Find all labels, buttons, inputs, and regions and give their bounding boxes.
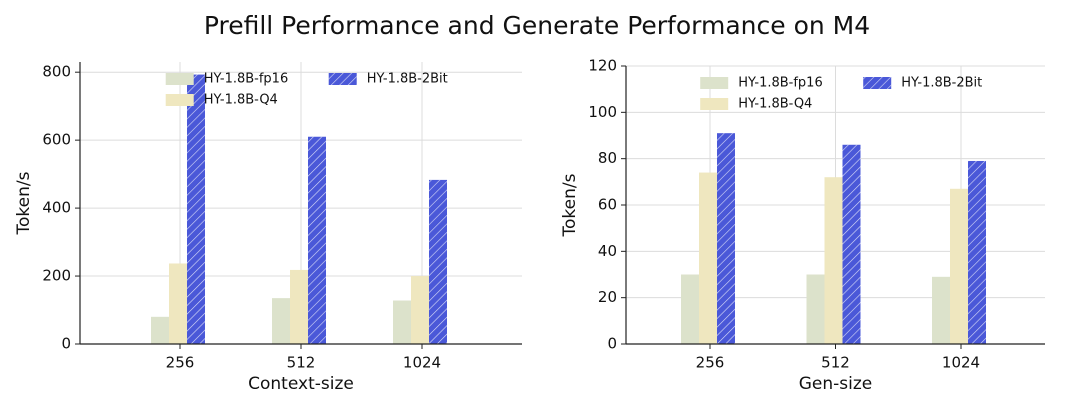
bar-hatch xyxy=(308,136,326,344)
y-tick-label: 100 xyxy=(588,103,617,121)
y-tick-label: 600 xyxy=(42,131,71,149)
x-tick-label: 1024 xyxy=(942,354,980,372)
y-tick-label: 200 xyxy=(42,267,71,285)
legend-label: HY-1.8B-Q4 xyxy=(738,97,812,112)
legend-label: HY-1.8B-Q4 xyxy=(204,93,278,108)
figure-title: Prefill Performance and Generate Perform… xyxy=(204,11,870,40)
legend-swatch xyxy=(700,77,729,89)
bar xyxy=(932,276,950,344)
legend-swatch xyxy=(165,73,194,85)
y-tick-label: 0 xyxy=(61,335,71,353)
legend-swatch xyxy=(165,94,194,106)
x-tick-label: 1024 xyxy=(403,354,441,372)
bar xyxy=(681,274,699,344)
bar xyxy=(272,298,290,344)
bar xyxy=(169,263,187,344)
y-axis-label: Token/s xyxy=(14,171,34,235)
x-axis-label: Context-size xyxy=(248,374,354,394)
bar xyxy=(411,276,429,344)
y-tick-label: 20 xyxy=(598,288,617,306)
legend-label: HY-1.8B-2Bit xyxy=(901,76,982,91)
y-tick-label: 80 xyxy=(598,149,617,167)
legend-label: HY-1.8B-fp16 xyxy=(204,72,289,87)
bar xyxy=(824,177,843,344)
bar-hatch xyxy=(968,160,986,344)
y-tick-label: 400 xyxy=(42,199,71,217)
bar xyxy=(151,316,169,344)
bar-hatch xyxy=(842,144,861,344)
legend-label: HY-1.8B-2Bit xyxy=(367,72,448,87)
legend-swatch-hatch xyxy=(328,73,357,85)
y-tick-label: 40 xyxy=(598,242,617,260)
y-tick-label: 60 xyxy=(598,196,617,214)
x-axis-label: Gen-size xyxy=(799,374,873,394)
legend-swatch-hatch xyxy=(863,77,892,89)
x-tick-label: 512 xyxy=(821,354,850,372)
y-tick-label: 0 xyxy=(607,335,617,353)
bar xyxy=(290,269,308,344)
legend-label: HY-1.8B-fp16 xyxy=(738,76,823,91)
x-tick-label: 512 xyxy=(287,354,316,372)
bar xyxy=(699,172,717,344)
bar xyxy=(950,188,968,344)
x-tick-label: 256 xyxy=(166,354,195,372)
x-tick-label: 256 xyxy=(696,354,725,372)
bar-hatch xyxy=(429,179,447,344)
legend-swatch xyxy=(700,98,729,110)
y-tick-label: 800 xyxy=(42,63,71,81)
bar-hatch xyxy=(717,133,735,344)
bar xyxy=(806,274,825,344)
y-axis-label: Token/s xyxy=(560,173,580,237)
y-tick-label: 120 xyxy=(588,57,617,75)
bar-hatch xyxy=(187,74,205,345)
bar xyxy=(393,300,411,344)
